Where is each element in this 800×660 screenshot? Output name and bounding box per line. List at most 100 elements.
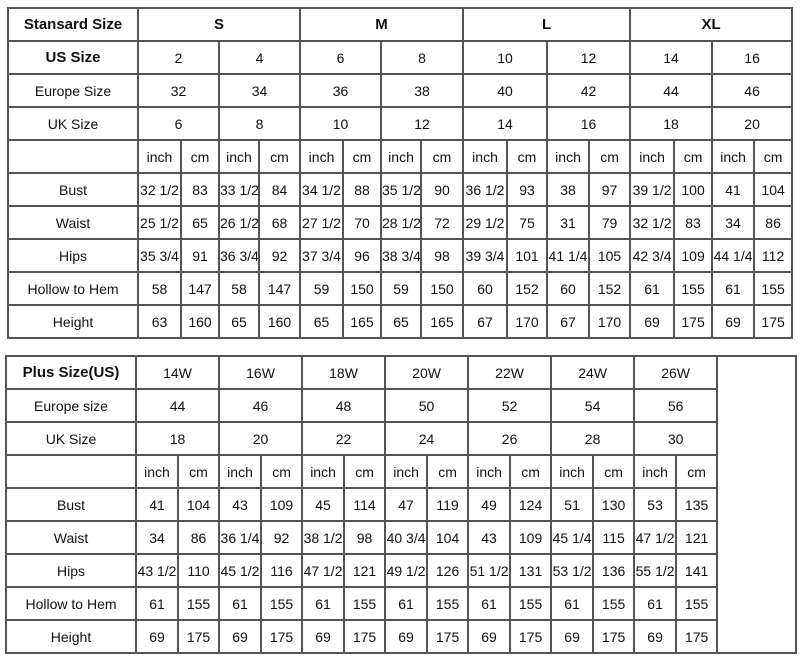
size-value: 24	[384, 421, 470, 456]
measurement-value: 175	[176, 619, 221, 654]
size-value: 42	[546, 73, 632, 108]
measurement-value: 25 1/2	[137, 205, 182, 240]
measurement-value: 51 1/2	[467, 553, 512, 588]
measurement-value: 86	[753, 205, 794, 240]
size-value: 12	[380, 106, 465, 141]
unit-cm: cm	[675, 454, 719, 489]
size-value: 14	[629, 40, 714, 75]
measurement-value: 136	[592, 553, 636, 588]
unit-cm: cm	[342, 139, 383, 174]
measurement-value: 93	[506, 172, 549, 207]
measurement-value: 43	[467, 520, 512, 555]
size-value: 6	[299, 40, 383, 75]
size-value: 20	[218, 421, 304, 456]
measurement-value: 39 3/4	[462, 238, 509, 273]
measurement-value: 175	[426, 619, 470, 654]
measurement-value: 61	[384, 586, 429, 621]
measurement-value: 84	[257, 172, 302, 207]
size-value: 8	[380, 40, 465, 75]
size-value: 14	[462, 106, 549, 141]
measurement-value: 155	[675, 586, 719, 621]
measurement-value: 59	[299, 271, 345, 306]
measurement-value: 65	[380, 304, 423, 339]
measurement-value: 65	[180, 205, 220, 240]
measurement-row: Hips 43 1/2 110 45 1/2 116 47 1/2 121 49 1/2 126…	[5, 553, 796, 588]
measurement-value: 119	[426, 487, 470, 522]
measurement-value: 38 1/2	[301, 520, 346, 555]
size-value: 20	[711, 106, 794, 141]
measurement-value: 131	[509, 553, 553, 588]
measurement-value: 26 1/2	[218, 205, 260, 240]
measurement-value: 175	[753, 304, 794, 339]
measurement-value: 35 1/2	[380, 172, 423, 207]
empty-cell	[7, 139, 139, 174]
measurement-value: 69	[711, 304, 756, 339]
measurement-value: 165	[420, 304, 465, 339]
measurement-value: 61	[135, 586, 179, 621]
size-value: 16	[546, 106, 632, 141]
standard-size-label: Stansard Size	[7, 7, 139, 42]
europe-size-row: Europe Size 32 34 36 38 40 42 44 46	[7, 73, 794, 108]
unit-cm: cm	[176, 454, 221, 489]
measurement-value: 90	[420, 172, 465, 207]
size-value: 54	[550, 388, 636, 423]
measurement-label: Height	[7, 304, 139, 339]
measurement-value: 69	[629, 304, 676, 339]
measurement-value: 63	[137, 304, 182, 339]
measurement-value: 65	[299, 304, 345, 339]
measurement-value: 130	[592, 487, 636, 522]
measurement-value: 59	[380, 271, 423, 306]
measurement-label: Bust	[7, 172, 139, 207]
measurement-value: 101	[506, 238, 549, 273]
measurement-value: 53	[633, 487, 678, 522]
measurement-value: 39 1/2	[629, 172, 676, 207]
measurement-label: Hollow to Hem	[7, 271, 139, 306]
size-value: 10	[462, 40, 549, 75]
plus-size-header: 22W	[467, 355, 553, 390]
measurement-value: 170	[506, 304, 549, 339]
size-value: 18	[629, 106, 714, 141]
measurement-value: 155	[673, 271, 714, 306]
uk-size-row: UK Size 18 20 22 24 26 28 30	[5, 421, 796, 456]
measurement-value: 36 1/2	[462, 172, 509, 207]
plus-size-header: 14W	[134, 355, 221, 390]
row-label: Europe Size	[7, 73, 139, 108]
measurement-label: Waist	[7, 205, 139, 240]
europe-size-row: Europe size 44 46 48 50 52 54 56	[5, 388, 796, 423]
size-value: 8	[217, 106, 302, 141]
measurement-label: Hips	[5, 553, 137, 588]
measurement-value: 43 1/2	[135, 553, 179, 588]
size-value: 44	[134, 388, 221, 423]
row-label: US Size	[7, 40, 139, 75]
measurement-value: 37 3/4	[299, 238, 345, 273]
measurement-value: 152	[506, 271, 549, 306]
measurement-value: 41	[711, 172, 756, 207]
unit-inch: inch	[218, 139, 260, 174]
measurement-value: 115	[592, 520, 636, 555]
unit-cm: cm	[180, 139, 220, 174]
measurement-value: 175	[673, 304, 714, 339]
unit-cm: cm	[420, 139, 465, 174]
unit-cm: cm	[509, 454, 553, 489]
measurement-value: 155	[176, 586, 221, 621]
header-row: Plus Size(US) 14W 16W 18W 20W 22W 24W 26W	[5, 355, 798, 654]
measurement-value: 98	[420, 238, 465, 273]
measurement-value: 45 1/2	[218, 553, 263, 588]
measurement-value: 155	[592, 586, 636, 621]
size-value: 34	[217, 73, 302, 108]
measurement-row: Waist 34 86 36 1/4 92 38 1/2 98 40 3/4 104 43 109 4…	[5, 520, 796, 555]
measurement-value: 43	[218, 487, 263, 522]
measurement-value: 86	[176, 520, 221, 555]
measurement-value: 150	[342, 271, 383, 306]
measurement-value: 60	[546, 271, 591, 306]
measurement-row: Bust 32 1/2 83 33 1/2 84 34 1/2 88 35 1/2 90 36 1…	[7, 172, 794, 207]
measurement-value: 175	[675, 619, 719, 654]
row-label: UK Size	[5, 421, 137, 456]
plus-size-header: 18W	[301, 355, 387, 390]
size-value: 16	[711, 40, 794, 75]
measurement-value: 55 1/2	[633, 553, 678, 588]
measurement-value: 40 3/4	[384, 520, 429, 555]
measurement-value: 61	[629, 271, 676, 306]
measurement-value: 170	[588, 304, 632, 339]
measurement-value: 47 1/2	[633, 520, 678, 555]
